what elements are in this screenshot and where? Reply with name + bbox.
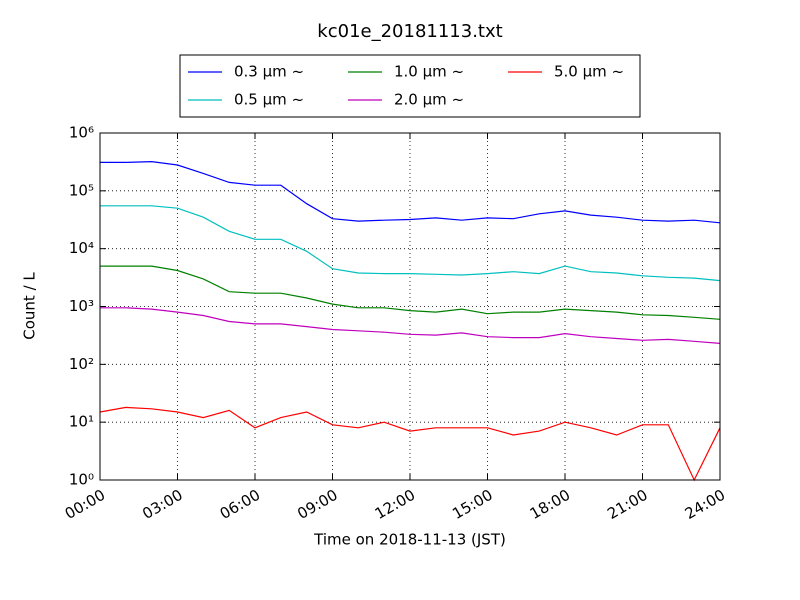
legend-label: 1.0 µm ~ bbox=[394, 63, 464, 81]
y-tick-label: 10⁰ bbox=[69, 471, 94, 489]
series-line bbox=[100, 160, 721, 224]
series-line bbox=[100, 265, 721, 320]
x-axis-label: Time on 2018-11-13 (JST) bbox=[313, 531, 506, 549]
y-tick-label: 10¹ bbox=[69, 413, 94, 431]
y-tick-label: 10² bbox=[69, 355, 94, 373]
series-line bbox=[99, 406, 721, 482]
y-tick-label: 10⁵ bbox=[69, 181, 94, 199]
legend-label: 0.5 µm ~ bbox=[234, 91, 304, 109]
legend-box bbox=[179, 54, 641, 118]
legend-label: 2.0 µm ~ bbox=[394, 91, 464, 109]
y-tick-label: 10⁴ bbox=[69, 239, 94, 257]
series-line bbox=[100, 307, 721, 344]
y-axis-label: Count / L bbox=[21, 272, 39, 340]
series-line bbox=[100, 205, 721, 282]
plot-frame bbox=[99, 132, 721, 481]
legend-label: 0.3 µm ~ bbox=[234, 63, 304, 81]
chart-title: kc01e_20181113.txt bbox=[317, 21, 502, 42]
y-tick-label: 10³ bbox=[69, 297, 94, 315]
legend-label: 5.0 µm ~ bbox=[554, 63, 624, 81]
y-tick-label: 10⁶ bbox=[69, 124, 94, 142]
